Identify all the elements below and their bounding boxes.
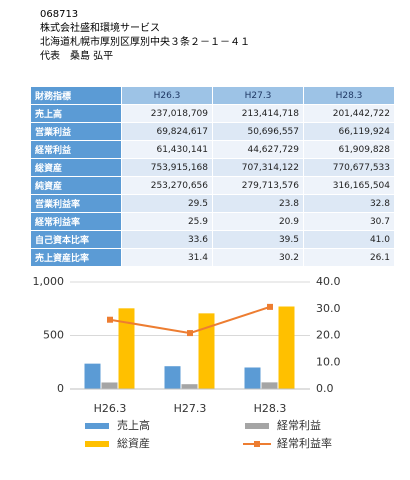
row-label: 営業利益 — [30, 122, 122, 141]
value-cell: 213,414,718 — [212, 104, 304, 123]
y2-tick-label: 40.0 — [316, 275, 341, 288]
bar — [164, 366, 181, 389]
table-row: 純資産 253,270,656 279,713,576 316,165,504 — [30, 176, 395, 195]
bar — [101, 382, 118, 389]
legend-swatch — [254, 441, 260, 447]
header-row: 財務指標 H26.3 H27.3 H28.3 — [30, 86, 395, 105]
chart: 0 500 1,000 0.0 10.0 20.0 30.0 40.0 H26.3 H27.3 H2… — [33, 275, 341, 450]
value-cell: 253,270,656 — [121, 176, 213, 195]
value-cell: 279,713,576 — [212, 176, 304, 195]
table-row: 総資産 753,915,168 707,314,122 770,677,533 — [30, 158, 395, 177]
row-label: 経常利益 — [30, 140, 122, 159]
bar — [181, 384, 198, 389]
table-row: 自己資本比率 33.6 39.5 41.0 — [30, 230, 395, 249]
table-row: 経常利益 61,430,141 44,627,729 61,909,828 — [30, 140, 395, 159]
value-cell: 33.6 — [121, 230, 213, 249]
header-line: 068713 — [40, 9, 79, 20]
bar — [278, 306, 295, 389]
value-cell: 61,430,141 — [121, 140, 213, 159]
legend-label: 経常利益率 — [277, 436, 332, 450]
header-cell: H28.3 — [303, 86, 395, 105]
table-row: 営業利益率 29.5 23.8 32.8 — [30, 194, 395, 213]
line-marker — [267, 303, 273, 310]
legend-label: 売上高 — [117, 418, 150, 432]
table-row: 売上高 237,018,709 213,414,718 201,442,722 — [30, 104, 395, 123]
value-cell: 30.7 — [303, 212, 395, 231]
y2-tick-label: 0.0 — [316, 382, 334, 395]
value-cell: 201,442,722 — [303, 104, 395, 123]
header-line: 代表 桑島 弘平 — [40, 51, 114, 62]
table-row: 売上資産比率 31.4 30.2 26.1 — [30, 248, 395, 267]
bar — [244, 367, 261, 389]
header-line: 北海道札幌市厚別区厚別中央３条２－１－４１ — [40, 37, 250, 48]
value-cell: 61,909,828 — [303, 140, 395, 159]
x-tick-label: H28.3 — [254, 402, 287, 415]
y2-tick-label: 30.0 — [316, 302, 341, 315]
row-label: 純資産 — [30, 176, 122, 195]
legend-swatch — [85, 423, 109, 429]
value-cell: 25.9 — [121, 212, 213, 231]
line-marker — [107, 316, 113, 323]
row-label: 営業利益率 — [30, 194, 122, 213]
value-cell: 30.2 — [212, 248, 304, 267]
value-cell: 770,677,533 — [303, 158, 395, 177]
value-cell: 707,314,122 — [212, 158, 304, 177]
row-label: 売上高 — [30, 104, 122, 123]
y2-tick-label: 20.0 — [316, 329, 341, 342]
value-cell: 66,119,924 — [303, 122, 395, 141]
value-cell: 39.5 — [212, 230, 304, 249]
value-cell: 32.8 — [303, 194, 395, 213]
value-cell: 41.0 — [303, 230, 395, 249]
y-tick-label: 500 — [43, 329, 64, 342]
value-cell: 31.4 — [121, 248, 213, 267]
legend-label: 総資産 — [117, 436, 150, 450]
header: 068713 株式会社盛和環境サービス北海道札幌市厚別区厚別中央３条２－１－４１ 代… — [40, 8, 250, 64]
bar — [118, 308, 135, 389]
legend-swatch — [245, 423, 269, 429]
value-cell: 316,165,504 — [303, 176, 395, 195]
header-cell: H26.3 — [121, 86, 213, 105]
bar — [198, 313, 215, 389]
table-row: 経常利益率 25.9 20.9 30.7 — [30, 212, 395, 231]
row-label: 総資産 — [30, 158, 122, 177]
financial-table: 財務指標 H26.3 H27.3 H28.3 売上高 237,018,709 213,414… — [30, 86, 395, 267]
header-line: 株式会社盛和環境サービス — [40, 23, 160, 34]
table-row: 営業利益 69,824,617 50,696,557 66,119,924 — [30, 122, 395, 141]
y2-tick-label: 10.0 — [316, 355, 341, 368]
row-label: 自己資本比率 — [30, 230, 122, 249]
y-tick-label: 0 — [57, 382, 64, 395]
value-cell: 23.8 — [212, 194, 304, 213]
value-cell: 237,018,709 — [121, 104, 213, 123]
legend-label: 経常利益 — [277, 418, 321, 432]
value-cell: 50,696,557 — [212, 122, 304, 141]
value-cell: 26.1 — [303, 248, 395, 267]
row-label: 経常利益率 — [30, 212, 122, 231]
value-cell: 20.9 — [212, 212, 304, 231]
legend-swatch — [85, 441, 109, 447]
bar — [261, 382, 278, 389]
value-cell: 753,915,168 — [121, 158, 213, 177]
x-tick-label: H26.3 — [94, 402, 127, 415]
bar — [84, 363, 101, 389]
value-cell: 44,627,729 — [212, 140, 304, 159]
value-cell: 29.5 — [121, 194, 213, 213]
header-cell: H27.3 — [212, 86, 304, 105]
x-tick-label: H27.3 — [174, 402, 207, 415]
value-cell: 69,824,617 — [121, 122, 213, 141]
line-marker — [187, 330, 193, 337]
header-cell: 財務指標 — [30, 86, 122, 105]
row-label: 売上資産比率 — [30, 248, 122, 267]
y-tick-label: 1,000 — [33, 275, 65, 288]
